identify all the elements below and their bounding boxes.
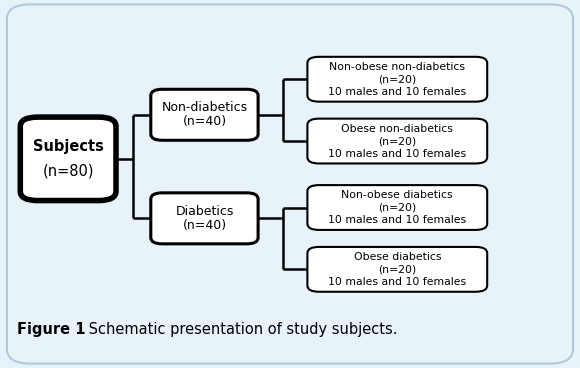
Text: Schematic presentation of study subjects.: Schematic presentation of study subjects… <box>84 322 398 337</box>
Text: (n=40): (n=40) <box>182 219 227 232</box>
Text: (n=20): (n=20) <box>378 136 416 146</box>
Text: (n=80): (n=80) <box>42 163 94 178</box>
Text: Non-obese diabetics: Non-obese diabetics <box>342 190 453 200</box>
Text: Figure 1: Figure 1 <box>17 322 86 337</box>
Text: 10 males and 10 females: 10 males and 10 females <box>328 149 466 159</box>
Text: Obese diabetics: Obese diabetics <box>354 252 441 262</box>
Text: (n=40): (n=40) <box>182 116 227 128</box>
FancyBboxPatch shape <box>151 193 258 244</box>
FancyBboxPatch shape <box>151 89 258 140</box>
Text: 10 males and 10 females: 10 males and 10 females <box>328 215 466 225</box>
FancyBboxPatch shape <box>307 118 487 163</box>
FancyBboxPatch shape <box>307 185 487 230</box>
Text: 10 males and 10 females: 10 males and 10 females <box>328 87 466 97</box>
Text: Non-obese non-diabetics: Non-obese non-diabetics <box>329 62 465 72</box>
FancyBboxPatch shape <box>307 247 487 292</box>
Text: (n=20): (n=20) <box>378 202 416 212</box>
Text: Diabetics: Diabetics <box>175 205 234 217</box>
FancyBboxPatch shape <box>20 117 116 201</box>
Text: Subjects: Subjects <box>32 139 104 154</box>
Text: 10 males and 10 females: 10 males and 10 females <box>328 277 466 287</box>
Text: Obese non-diabetics: Obese non-diabetics <box>342 124 453 134</box>
FancyBboxPatch shape <box>307 57 487 102</box>
Text: (n=20): (n=20) <box>378 74 416 84</box>
Text: (n=20): (n=20) <box>378 264 416 274</box>
Text: Non-diabetics: Non-diabetics <box>161 101 248 114</box>
